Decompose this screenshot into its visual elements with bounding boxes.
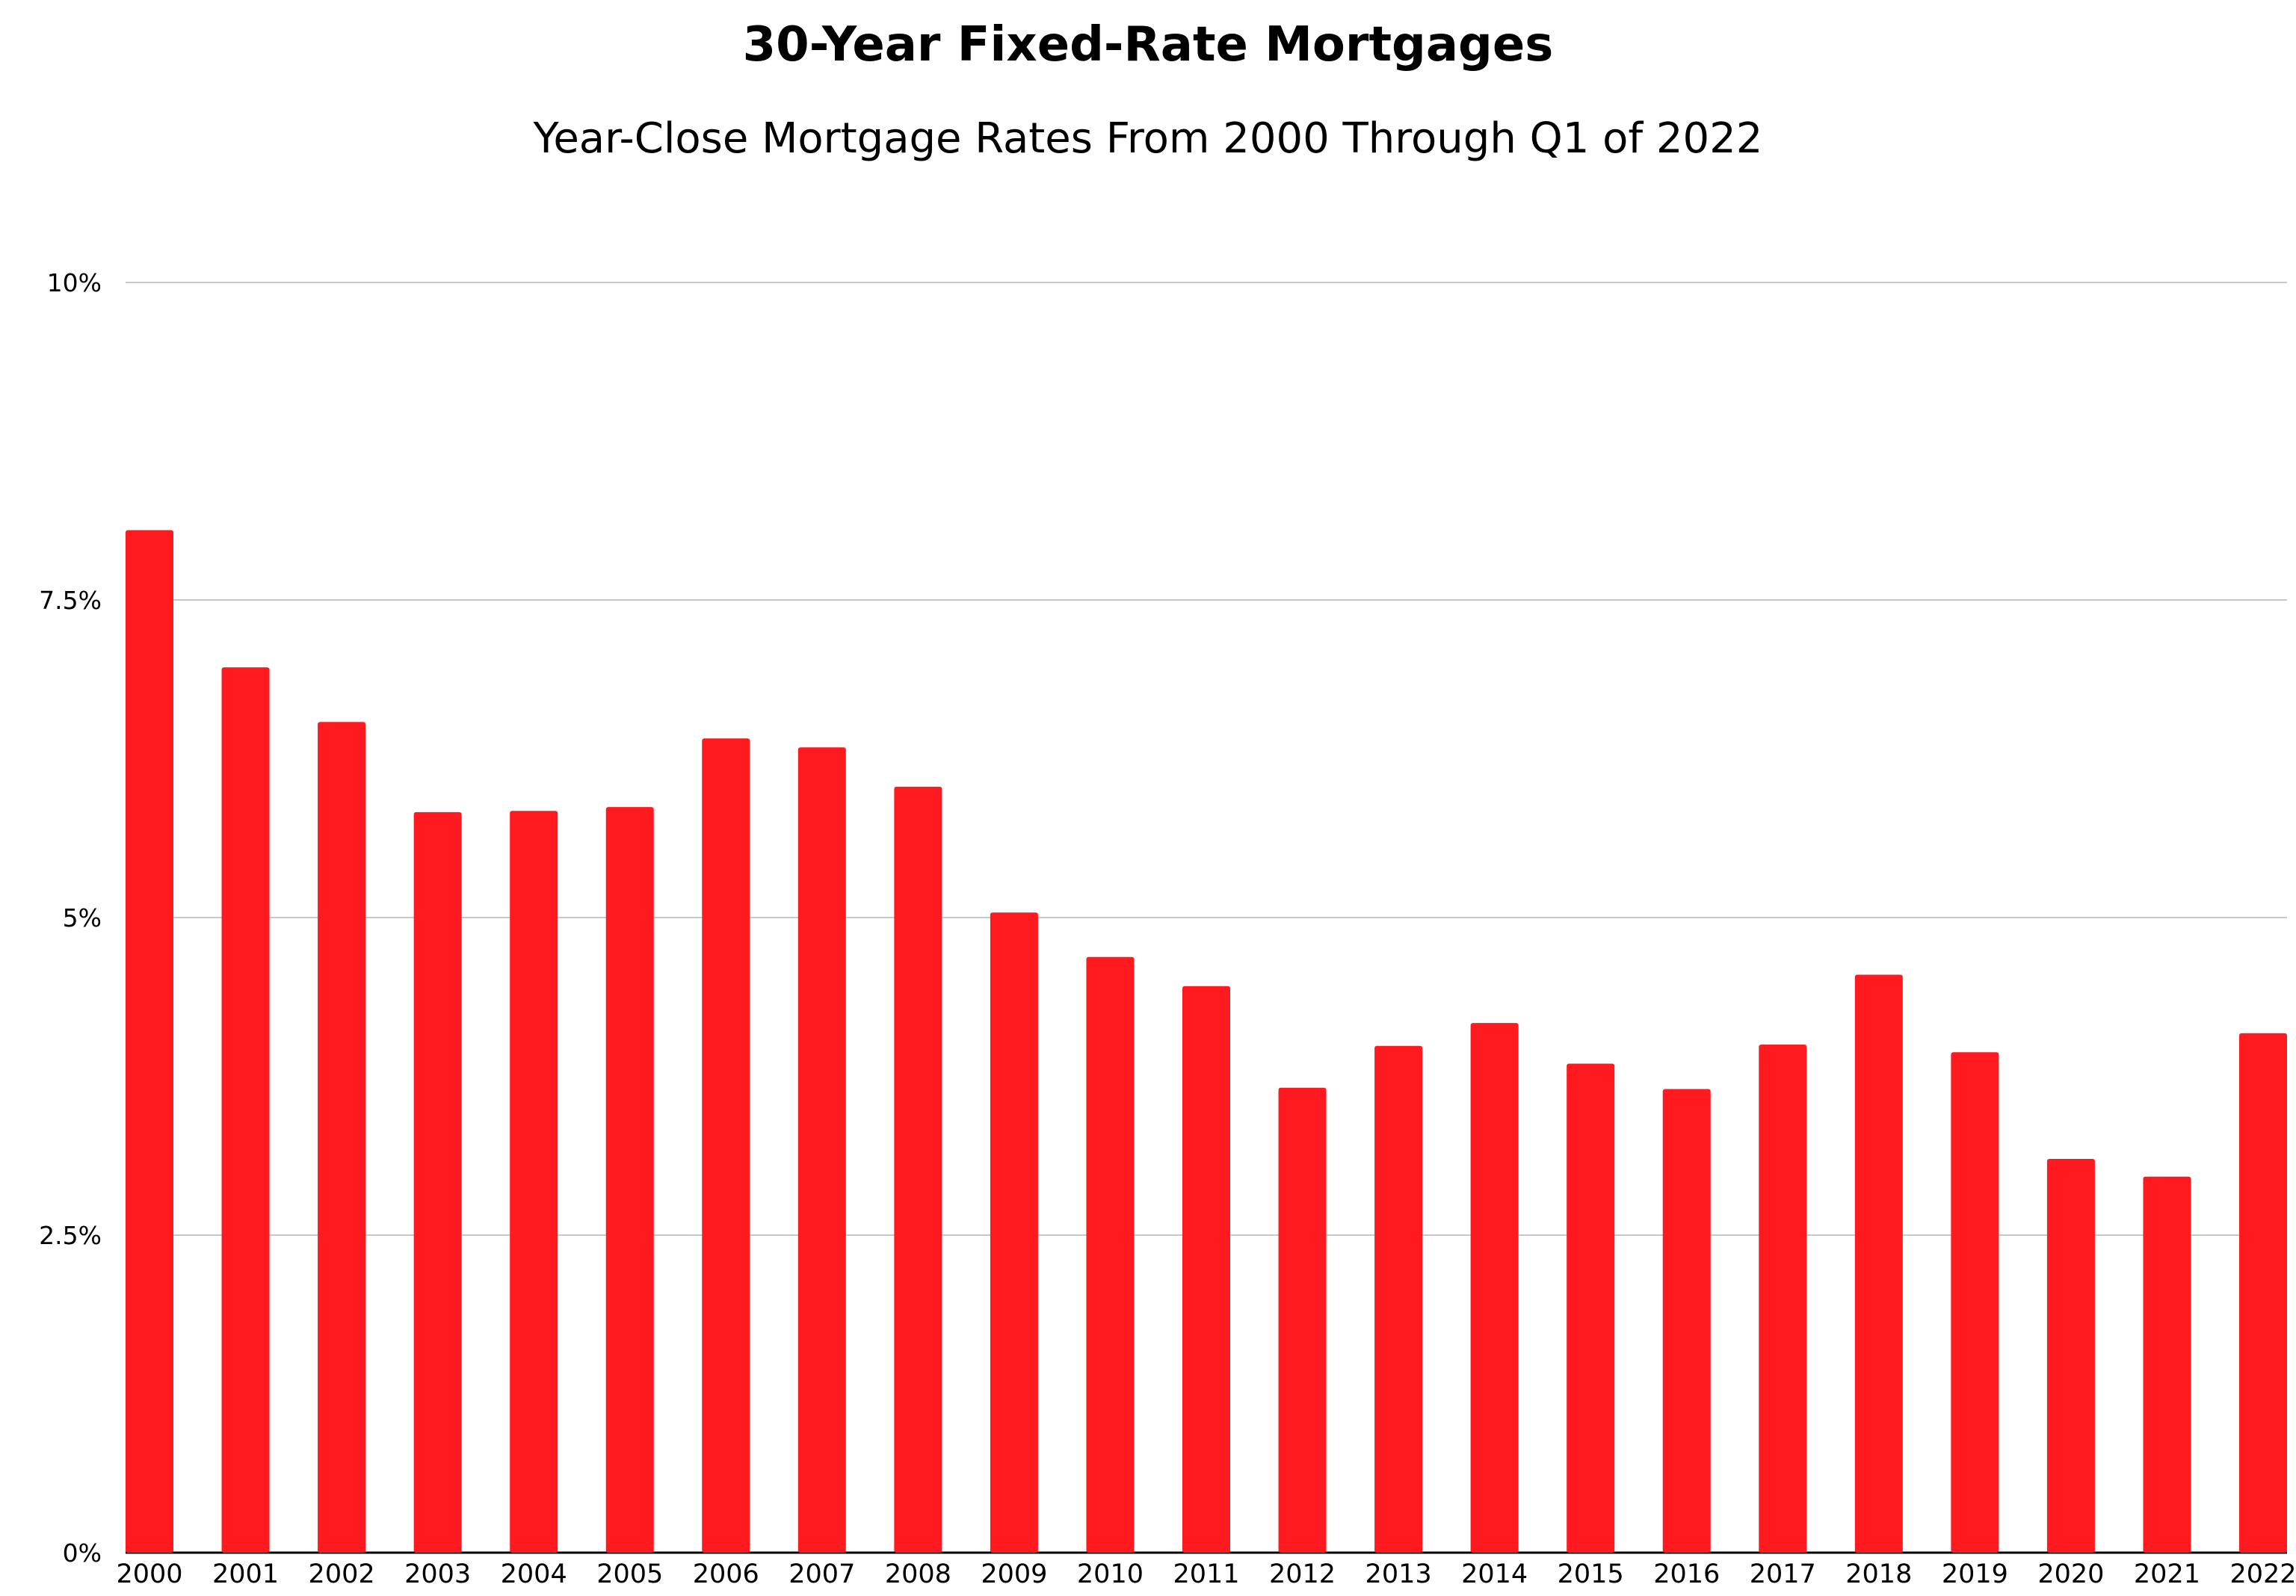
bar-2015	[1567, 1063, 1615, 1553]
x-tick-label: 2005	[596, 1559, 663, 1589]
bar-2012	[1278, 1087, 1327, 1553]
x-tick-label: 2002	[309, 1559, 375, 1589]
bar-2018	[1854, 974, 1903, 1553]
bar-2008	[894, 786, 942, 1553]
x-tick-label: 2015	[1558, 1559, 1624, 1589]
bar-2016	[1662, 1089, 1711, 1553]
x-tick-label: 2013	[1365, 1559, 1432, 1589]
x-tick-label: 2010	[1077, 1559, 1144, 1589]
bar-2000	[126, 530, 173, 1553]
x-tick-label: 2009	[981, 1559, 1047, 1589]
bar-2022	[2239, 1033, 2287, 1553]
bar-2003	[413, 811, 462, 1553]
x-tick-label: 2007	[789, 1559, 855, 1589]
bar-2009	[990, 912, 1038, 1553]
bar-2014	[1470, 1023, 1519, 1553]
y-tick-label: 10%	[47, 268, 102, 297]
y-tick-label: 7.5%	[39, 586, 102, 615]
x-tick-label: 2014	[1461, 1559, 1528, 1589]
bar-2002	[318, 722, 366, 1553]
y-tick-label: 2.5%	[39, 1221, 102, 1250]
bar-2020	[2046, 1159, 2095, 1553]
x-tick-label: 2022	[2229, 1559, 2296, 1589]
x-tick-label: 2011	[1173, 1559, 1239, 1589]
x-axis-tick-labels: 2000 2001 2002 2003 2004 2005 2006 2007 2008 2009…	[116, 1559, 2296, 1589]
x-tick-label: 2001	[212, 1559, 279, 1589]
bar-2004	[510, 811, 558, 1553]
x-tick-label: 2017	[1750, 1559, 1816, 1589]
bar-2001	[221, 667, 270, 1553]
x-tick-label: 2003	[404, 1559, 471, 1589]
x-tick-label: 2008	[885, 1559, 951, 1589]
bar-2007	[797, 747, 846, 1553]
bar-2021	[2143, 1176, 2191, 1553]
x-tick-label: 2004	[501, 1559, 567, 1589]
x-tick-label: 2006	[693, 1559, 759, 1589]
x-tick-label: 2016	[1653, 1559, 1720, 1589]
bar-2006	[702, 738, 750, 1553]
bar-2019	[1951, 1052, 1999, 1553]
bars	[126, 530, 2287, 1553]
x-tick-label: 2021	[2134, 1559, 2200, 1589]
x-tick-label: 2000	[116, 1559, 182, 1589]
bar-2005	[605, 807, 654, 1553]
y-tick-label: 0%	[63, 1538, 102, 1568]
bar-2010	[1086, 956, 1135, 1553]
x-tick-label: 2012	[1269, 1559, 1336, 1589]
bar-2011	[1182, 986, 1230, 1553]
x-tick-label: 2019	[1942, 1559, 2008, 1589]
y-tick-label: 5%	[63, 903, 102, 932]
y-axis-tick-labels: 0% 2.5% 5% 7.5% 10%	[39, 268, 102, 1568]
bar-2017	[1759, 1045, 1807, 1553]
x-tick-label: 2018	[1845, 1559, 1912, 1589]
chart-subtitle: Year-Close Mortgage Rates From 2000 Thro…	[533, 114, 1763, 163]
bar-2013	[1374, 1045, 1423, 1553]
x-tick-label: 2020	[2037, 1559, 2104, 1589]
chart-title: 30-Year Fixed-Rate Mortgages	[742, 17, 1554, 72]
